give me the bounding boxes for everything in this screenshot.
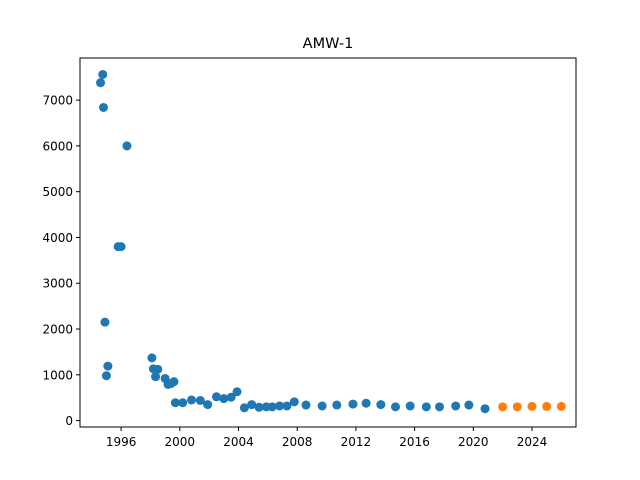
x-tick-label-6: 2020 bbox=[458, 435, 489, 449]
data-point-observed-37 bbox=[348, 399, 358, 409]
data-point-observed-44 bbox=[451, 401, 461, 411]
data-point-observed-27 bbox=[247, 400, 257, 410]
y-tick-label-7: 7000 bbox=[42, 94, 73, 108]
data-point-observed-28 bbox=[254, 402, 264, 412]
data-point-observed-1 bbox=[98, 69, 108, 79]
data-point-observed-9 bbox=[147, 353, 157, 363]
data-point-observed-43 bbox=[435, 402, 445, 412]
data-point-observed-25 bbox=[232, 387, 242, 397]
y-tick-label-4: 4000 bbox=[42, 231, 73, 245]
data-point-observed-5 bbox=[103, 361, 113, 371]
data-point-observed-0 bbox=[96, 78, 106, 88]
data-point-observed-19 bbox=[187, 395, 197, 405]
data-point-observed-12 bbox=[153, 364, 163, 374]
x-tick-label-0: 1996 bbox=[106, 435, 137, 449]
x-tick-label-2: 2004 bbox=[223, 435, 254, 449]
data-point-projected-1 bbox=[512, 402, 522, 412]
data-point-observed-26 bbox=[239, 403, 249, 413]
x-tick-label-3: 2008 bbox=[282, 435, 313, 449]
data-point-observed-31 bbox=[275, 401, 285, 411]
data-point-observed-8 bbox=[122, 141, 132, 151]
data-point-observed-24 bbox=[226, 392, 236, 402]
y-tick-label-5: 5000 bbox=[42, 185, 73, 199]
data-point-observed-41 bbox=[405, 401, 415, 411]
x-tick-label-4: 2012 bbox=[341, 435, 372, 449]
data-point-projected-2 bbox=[527, 401, 537, 411]
data-point-observed-35 bbox=[317, 401, 327, 411]
x-tick-label-5: 2016 bbox=[399, 435, 430, 449]
data-point-observed-7 bbox=[116, 242, 126, 252]
plot-frame bbox=[79, 57, 577, 428]
data-point-observed-17 bbox=[170, 398, 180, 408]
y-tick-label-0: 0 bbox=[65, 414, 73, 428]
data-point-observed-11 bbox=[151, 372, 161, 382]
data-point-observed-40 bbox=[391, 402, 400, 412]
data-point-observed-3 bbox=[100, 317, 110, 327]
x-axis-ticks: 1996 2000 2004 2008 2012 2016 2020 2024 bbox=[106, 427, 547, 449]
data-points bbox=[96, 69, 566, 414]
data-point-observed-4 bbox=[101, 371, 111, 381]
data-point-observed-32 bbox=[282, 401, 292, 411]
data-point-observed-20 bbox=[195, 395, 205, 405]
data-point-observed-22 bbox=[211, 392, 221, 402]
data-point-observed-34 bbox=[301, 400, 311, 410]
data-point-projected-3 bbox=[542, 401, 552, 411]
y-tick-label-6: 6000 bbox=[42, 139, 73, 153]
data-point-observed-21 bbox=[203, 400, 213, 410]
data-point-observed-16 bbox=[169, 377, 179, 387]
data-point-observed-2 bbox=[98, 102, 108, 112]
data-point-observed-36 bbox=[332, 400, 342, 410]
data-point-observed-18 bbox=[178, 398, 188, 408]
data-point-observed-42 bbox=[421, 402, 431, 412]
data-point-observed-45 bbox=[464, 400, 474, 410]
data-point-projected-0 bbox=[498, 402, 508, 412]
y-tick-label-1: 1000 bbox=[42, 368, 73, 382]
chart-title: AMW-1 bbox=[303, 36, 354, 52]
y-tick-label-3: 3000 bbox=[42, 277, 73, 291]
x-tick-label-7: 2024 bbox=[517, 435, 548, 449]
data-point-observed-23 bbox=[219, 394, 229, 404]
data-point-observed-39 bbox=[376, 400, 386, 410]
data-point-projected-4 bbox=[556, 401, 566, 411]
data-point-observed-38 bbox=[361, 398, 371, 408]
data-point-observed-46 bbox=[480, 404, 490, 414]
y-axis-ticks: 0 1000 2000 3000 4000 5000 6000 7000 bbox=[42, 94, 80, 428]
x-tick-label-1: 2000 bbox=[165, 435, 196, 449]
y-tick-label-2: 2000 bbox=[42, 323, 73, 337]
data-point-observed-30 bbox=[267, 402, 277, 412]
data-point-observed-33 bbox=[289, 397, 299, 407]
